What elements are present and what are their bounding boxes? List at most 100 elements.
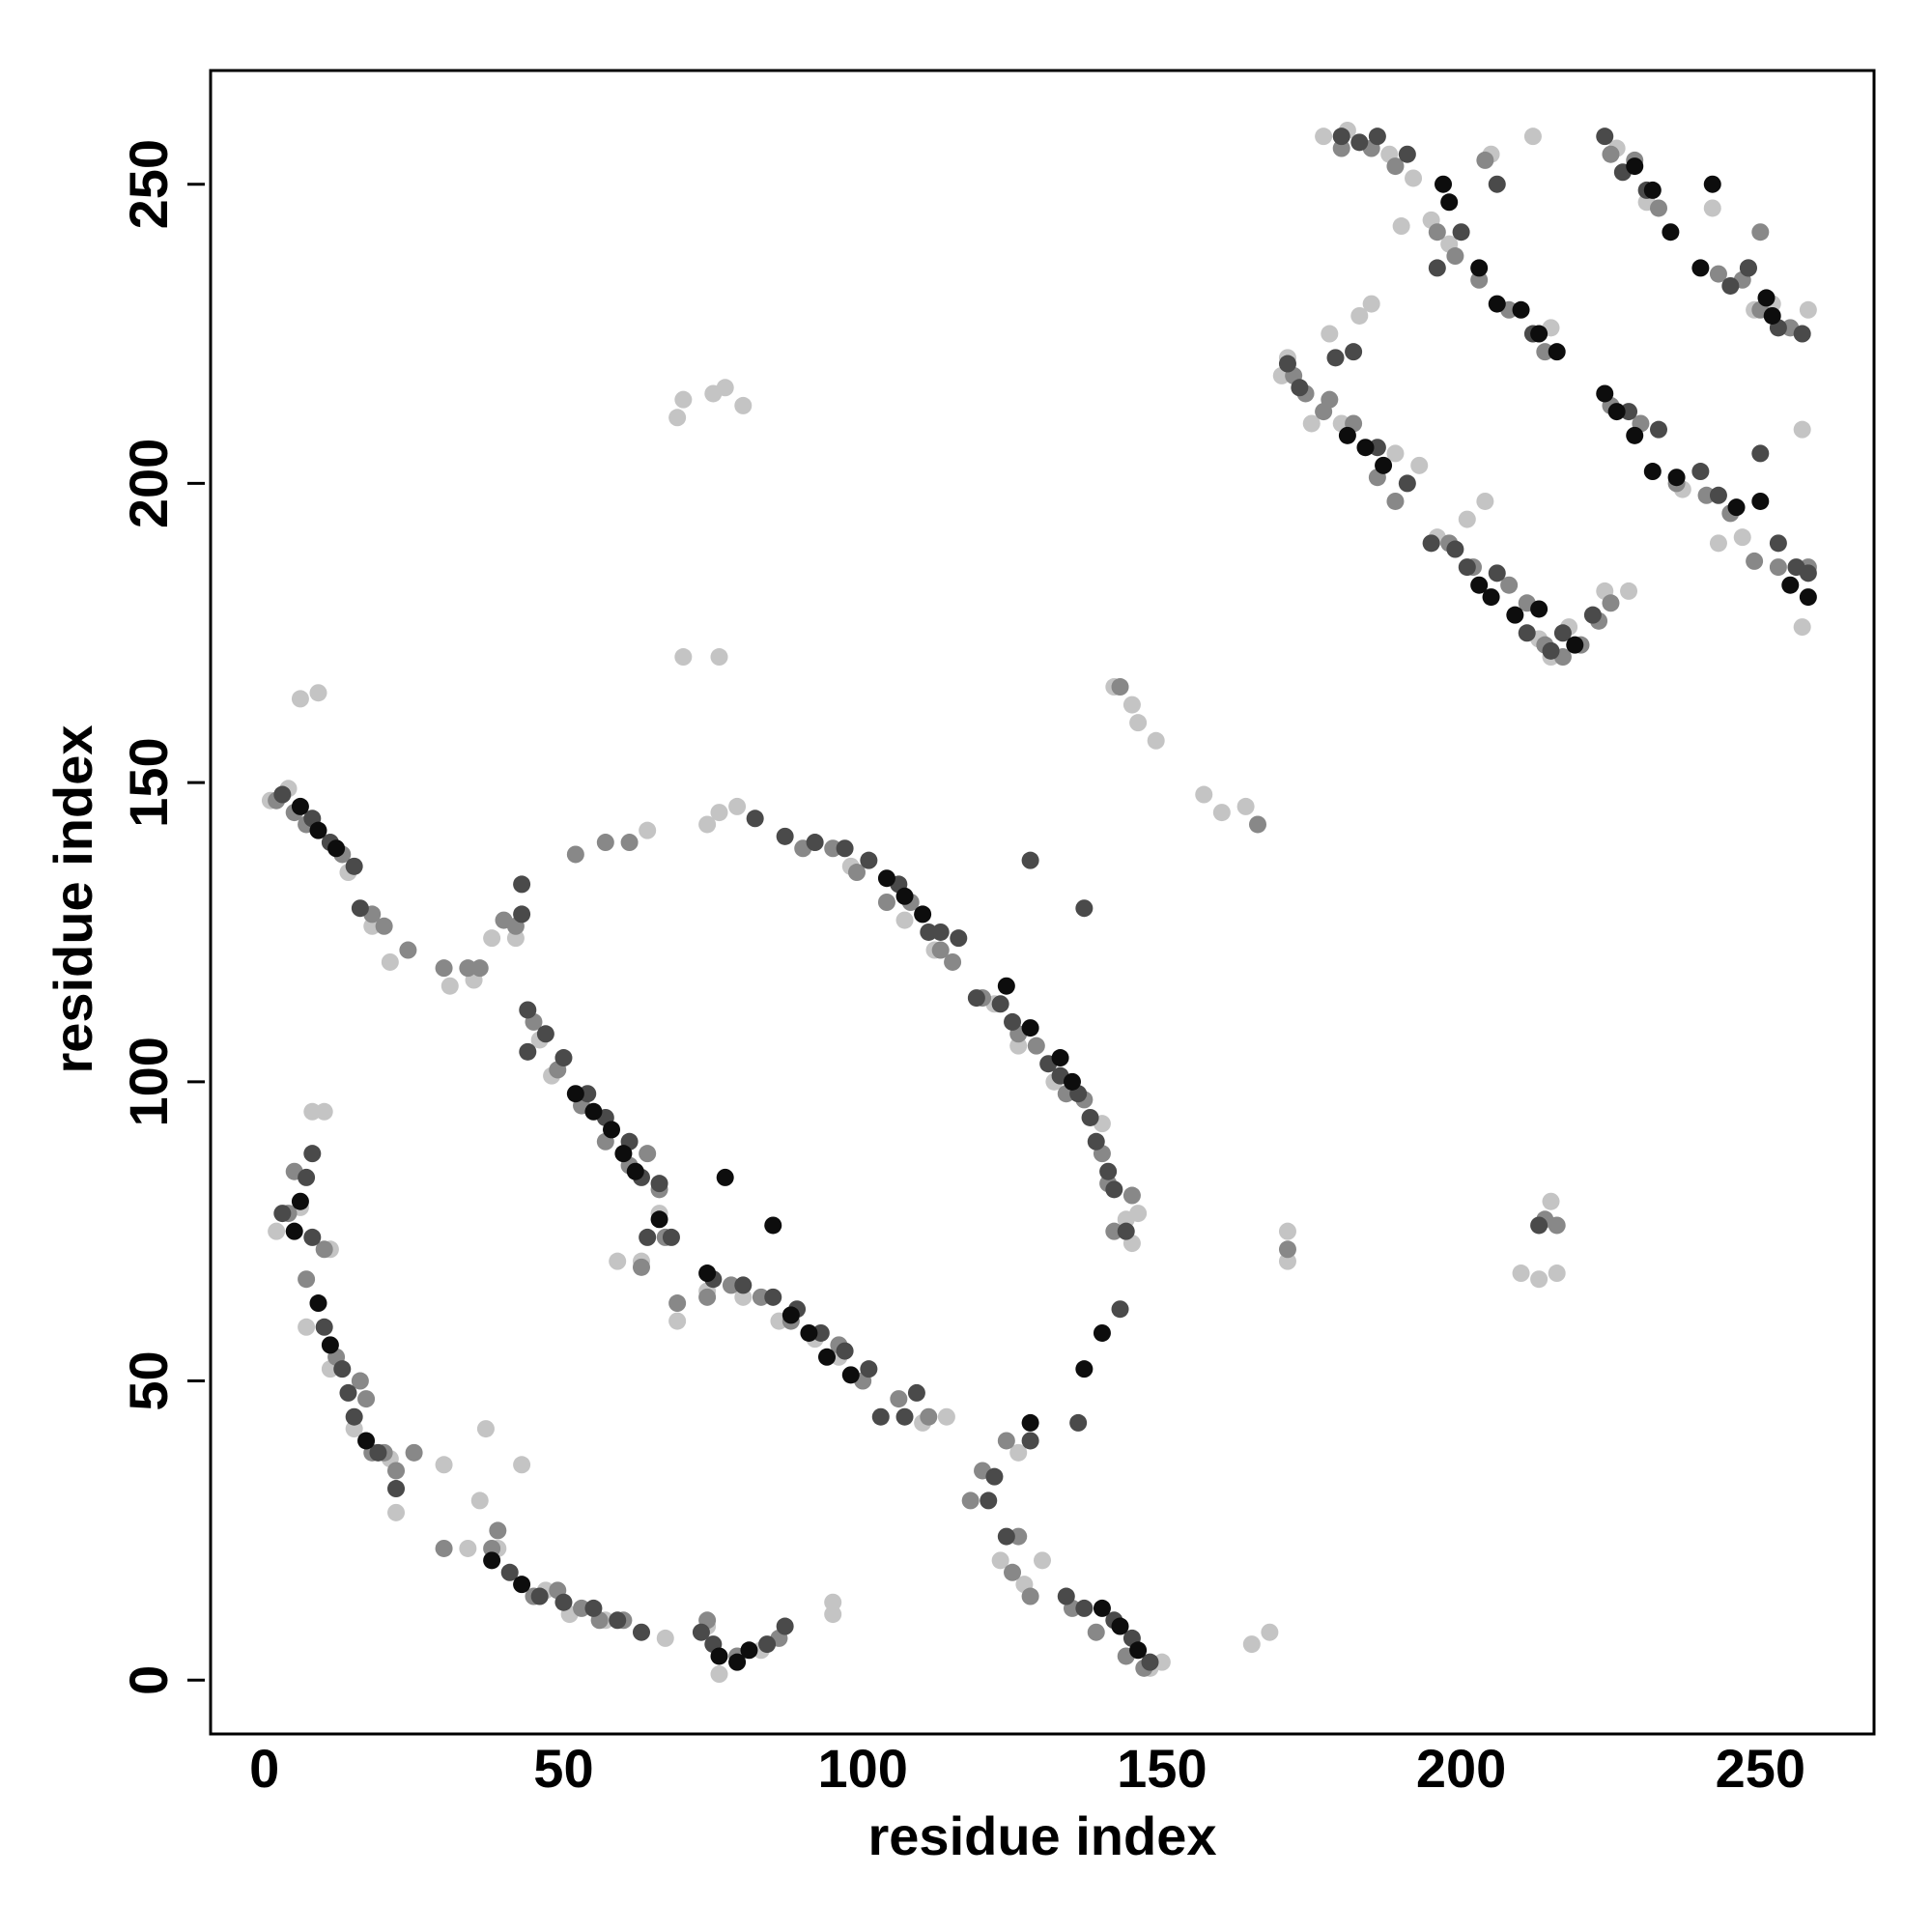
contact-point [1242,1635,1261,1654]
contact-point [1667,469,1686,487]
contact-point [303,1145,322,1163]
contact-point [1512,300,1530,319]
contact-point [1506,606,1524,624]
contact-point [824,1593,842,1611]
contact-point [1548,1264,1566,1283]
contact-point [836,839,854,858]
contact-point [1733,528,1751,547]
contact-point [298,1318,316,1336]
contact-point [991,995,1009,1013]
contact-point [847,864,866,882]
contact-point [1368,128,1386,146]
contact-point [950,929,968,948]
contact-point [997,1527,1015,1546]
contact-point [513,905,531,923]
contact-point [710,1665,728,1684]
contact-point [530,1587,549,1605]
contact-point [483,929,501,948]
contact-point [1099,1162,1118,1180]
contact-point [1488,175,1506,193]
contact-point [895,887,914,905]
contact-point [500,1563,519,1581]
contact-point [985,1467,1004,1486]
contact-point [435,1539,453,1557]
contact-point [650,1210,668,1229]
contact-point [668,1312,687,1330]
contact-point [609,1611,627,1630]
contact-point [1553,624,1572,642]
contact-point [698,815,717,834]
contact-point [1530,600,1548,618]
contact-point [1111,678,1129,696]
contact-point [309,821,327,839]
contact-point [513,1576,531,1594]
y-tick-label: 50 [118,1350,179,1410]
contact-point [895,1407,914,1426]
contact-point [357,1432,376,1450]
contact-point [345,1407,363,1426]
contact-point [728,1653,747,1671]
contact-point [668,409,687,427]
x-tick-label: 100 [817,1738,907,1799]
contact-point [1751,492,1770,510]
contact-point [584,1599,603,1617]
contact-point [1476,151,1494,169]
contact-point [315,1318,333,1336]
contact-point [1236,797,1255,815]
contact-point [273,785,292,804]
contact-point [1034,1551,1051,1570]
contact-point [351,1372,369,1390]
contact-point [806,834,824,852]
contact-point [327,839,346,858]
contact-point [639,821,657,839]
contact-point [1021,1413,1039,1432]
contact-point [291,690,309,708]
contact-point [303,1102,322,1121]
contact-point [363,917,382,935]
contact-point [1440,193,1459,212]
contact-point [1548,1216,1566,1235]
contact-point [1105,1222,1123,1240]
contact-point [1009,1443,1028,1462]
contact-point [1392,217,1410,236]
contact-point [860,1360,878,1378]
contact-point [811,1323,830,1342]
contact-point [1709,265,1727,283]
contact-point [1512,1264,1530,1283]
x-tick-label: 250 [1716,1738,1805,1799]
contact-point [776,827,794,845]
contact-point [291,797,309,815]
contact-point [1799,300,1817,319]
contact-point [345,857,363,875]
contact-point [734,1276,753,1294]
contact-point [920,1407,938,1426]
contact-point [1326,349,1345,367]
contact-point [632,1258,650,1276]
y-tick-label: 100 [118,1037,179,1126]
contact-point [1662,223,1680,242]
contact-point [1302,414,1321,433]
contact-point [1746,552,1764,570]
contact-point [656,1629,674,1647]
contact-point [470,959,489,978]
contact-point [459,1539,477,1557]
contact-point [914,905,932,923]
contact-point [710,648,728,667]
contact-point [890,1390,908,1408]
contact-point [309,684,327,702]
x-tick-label: 200 [1416,1738,1506,1799]
contact-point [698,1288,717,1306]
contact-point [746,810,764,828]
contact-point [1093,1599,1111,1617]
contact-point [1530,325,1548,343]
contact-point [1470,270,1489,289]
contact-point [1321,390,1339,409]
contact-point [1075,1599,1094,1617]
contact-point [315,1102,333,1121]
contact-point [1021,1587,1039,1605]
contact-point [1398,145,1416,163]
contact-point [1583,606,1602,624]
contact-point [944,952,962,971]
contact-point [1004,1012,1022,1031]
